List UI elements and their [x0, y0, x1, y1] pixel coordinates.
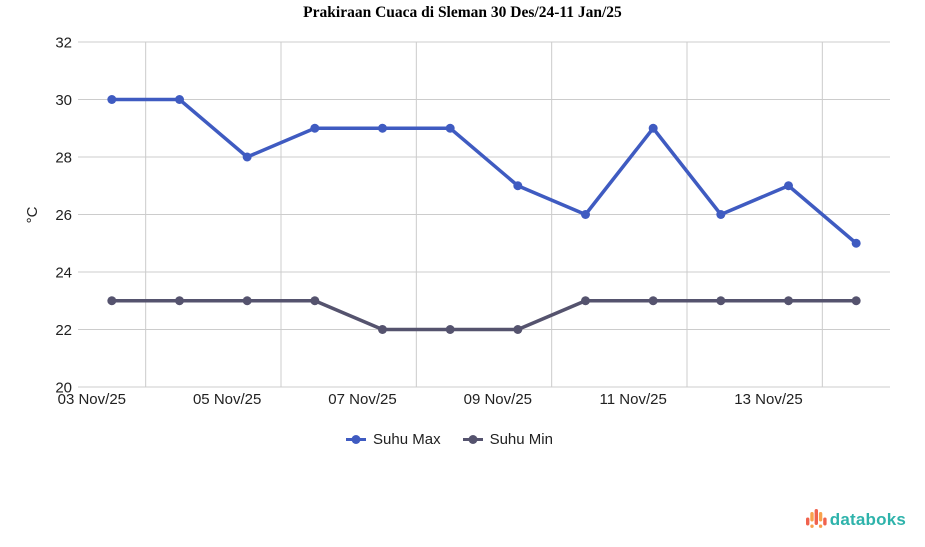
y-tick-label: 30 — [55, 92, 72, 109]
chart-canvas: 20 22 24 26 28 30 32 03 Nov/25 05 Nov/25 07 Nov/2… — [24, 35, 890, 408]
y-tick-label: 22 — [55, 322, 72, 339]
point-suhu-max-10 — [784, 181, 793, 191]
y-axis-title: °C — [24, 206, 41, 223]
point-suhu-max-8 — [648, 123, 658, 133]
y-tick-label: 24 — [55, 265, 72, 282]
point-suhu-min-6 — [513, 325, 523, 334]
legend-item-suhu-max[interactable]: Suhu Max — [346, 431, 441, 448]
point-suhu-max-6 — [513, 181, 523, 191]
point-suhu-max-1 — [175, 95, 184, 104]
legend-label-suhu-min: Suhu Min — [489, 431, 553, 448]
y-tick-label: 20 — [55, 380, 72, 397]
point-suhu-max-5 — [445, 123, 455, 133]
point-suhu-min-3 — [310, 296, 320, 306]
line-suhu-min — [110, 299, 858, 332]
point-suhu-max-7 — [581, 210, 590, 219]
chart-title: Prakiraan Cuaca di Sleman 30 Des/24-11 J… — [303, 4, 622, 21]
databoks-logo-icon — [805, 509, 827, 528]
x-tick-label: 11 Nov/25 — [600, 391, 667, 408]
x-tick-label: 09 Nov/25 — [464, 391, 532, 408]
point-suhu-max-11 — [851, 238, 861, 248]
databoks-logo-text: databoks — [829, 510, 906, 529]
y-tick-label: 32 — [55, 35, 72, 52]
chart-legend: Suhu Max Suhu Min — [0, 431, 912, 448]
point-suhu-max-2 — [242, 152, 252, 162]
x-tick-label: 03 Nov/25 — [58, 391, 126, 408]
point-suhu-min-10 — [784, 296, 793, 306]
point-suhu-min-8 — [648, 296, 658, 306]
legend-marker-suhu-min-icon — [462, 435, 483, 444]
legend-item-suhu-min[interactable]: Suhu Min — [462, 431, 553, 448]
point-suhu-max-9 — [716, 210, 726, 219]
point-suhu-min-2 — [242, 296, 252, 306]
point-suhu-min-4 — [378, 325, 387, 334]
point-suhu-min-9 — [716, 296, 726, 306]
point-suhu-max-3 — [310, 123, 320, 133]
x-tick-label: 05 Nov/25 — [193, 391, 261, 408]
point-suhu-min-7 — [581, 296, 590, 306]
databoks-logo[interactable]: databoks — [805, 507, 906, 533]
legend-label-suhu-max: Suhu Max — [373, 431, 441, 448]
y-tick-label: 26 — [55, 207, 72, 224]
point-suhu-min-11 — [851, 296, 861, 306]
point-suhu-max-4 — [378, 123, 387, 133]
y-tick-label: 28 — [55, 150, 72, 167]
line-suhu-max — [110, 97, 858, 245]
point-suhu-min-5 — [445, 325, 455, 334]
x-tick-label: 07 Nov/25 — [328, 391, 396, 408]
point-suhu-min-0 — [107, 296, 117, 306]
x-tick-label: 13 Nov/25 — [734, 391, 802, 408]
point-suhu-min-1 — [175, 296, 184, 306]
point-suhu-max-0 — [107, 95, 117, 104]
legend-marker-suhu-max-icon — [346, 435, 367, 444]
